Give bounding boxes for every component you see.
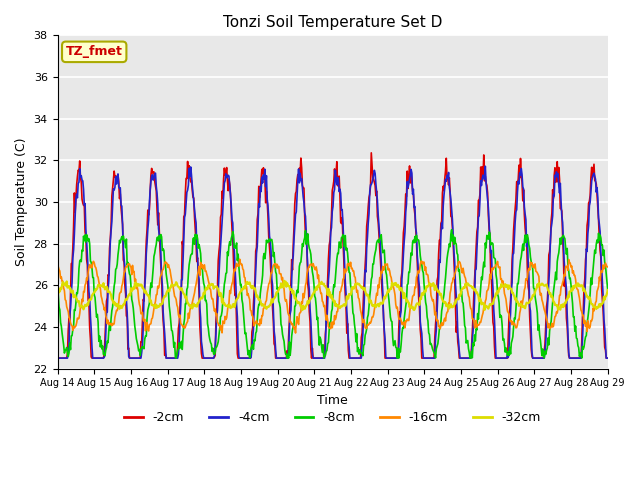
-2cm [120, 259, 128, 265]
-16cm [120, 270, 128, 276]
Text: TZ_fmet: TZ_fmet [66, 45, 123, 59]
-8cm [172, 355, 180, 361]
-8cm [417, 253, 424, 259]
Y-axis label: Soil Temperature (C): Soil Temperature (C) [15, 138, 28, 266]
-16cm [54, 263, 61, 268]
-8cm [401, 316, 408, 322]
-32cm [417, 296, 425, 302]
-16cm [63, 306, 71, 312]
Line: -16cm: -16cm [58, 259, 608, 333]
-8cm [206, 336, 214, 342]
-16cm [205, 281, 213, 287]
-16cm [176, 312, 184, 318]
-32cm [299, 307, 307, 313]
-32cm [401, 295, 409, 301]
-8cm [604, 288, 612, 293]
-2cm [205, 355, 213, 361]
-32cm [205, 284, 213, 289]
Legend: -2cm, -4cm, -8cm, -16cm, -32cm: -2cm, -4cm, -8cm, -16cm, -32cm [119, 406, 546, 429]
-4cm [604, 355, 612, 361]
Line: -4cm: -4cm [58, 166, 608, 358]
-2cm [63, 350, 71, 356]
-4cm [415, 285, 423, 290]
-8cm [120, 238, 128, 243]
-2cm [604, 355, 612, 361]
-2cm [54, 355, 61, 361]
-4cm [120, 256, 128, 262]
X-axis label: Time: Time [317, 394, 348, 407]
-16cm [401, 325, 409, 331]
-32cm [176, 286, 184, 292]
-16cm [236, 256, 243, 262]
Line: -2cm: -2cm [58, 153, 608, 358]
-2cm [367, 150, 375, 156]
-2cm [401, 223, 408, 229]
-32cm [54, 291, 61, 297]
-4cm [176, 317, 184, 323]
-2cm [176, 305, 184, 311]
-4cm [63, 355, 71, 361]
Title: Tonzi Soil Temperature Set D: Tonzi Soil Temperature Set D [223, 15, 442, 30]
-32cm [604, 287, 612, 293]
-8cm [448, 227, 456, 233]
Line: -32cm: -32cm [58, 281, 608, 310]
Line: -8cm: -8cm [58, 230, 608, 358]
-4cm [54, 355, 61, 361]
-8cm [177, 340, 184, 346]
-16cm [604, 264, 612, 270]
-32cm [63, 285, 71, 290]
-4cm [205, 355, 213, 361]
-4cm [481, 163, 489, 169]
-8cm [63, 350, 71, 356]
-4cm [399, 251, 407, 257]
-2cm [417, 327, 424, 333]
-32cm [280, 278, 288, 284]
-32cm [120, 301, 128, 307]
-8cm [54, 286, 61, 291]
-16cm [417, 258, 425, 264]
-16cm [292, 330, 300, 336]
